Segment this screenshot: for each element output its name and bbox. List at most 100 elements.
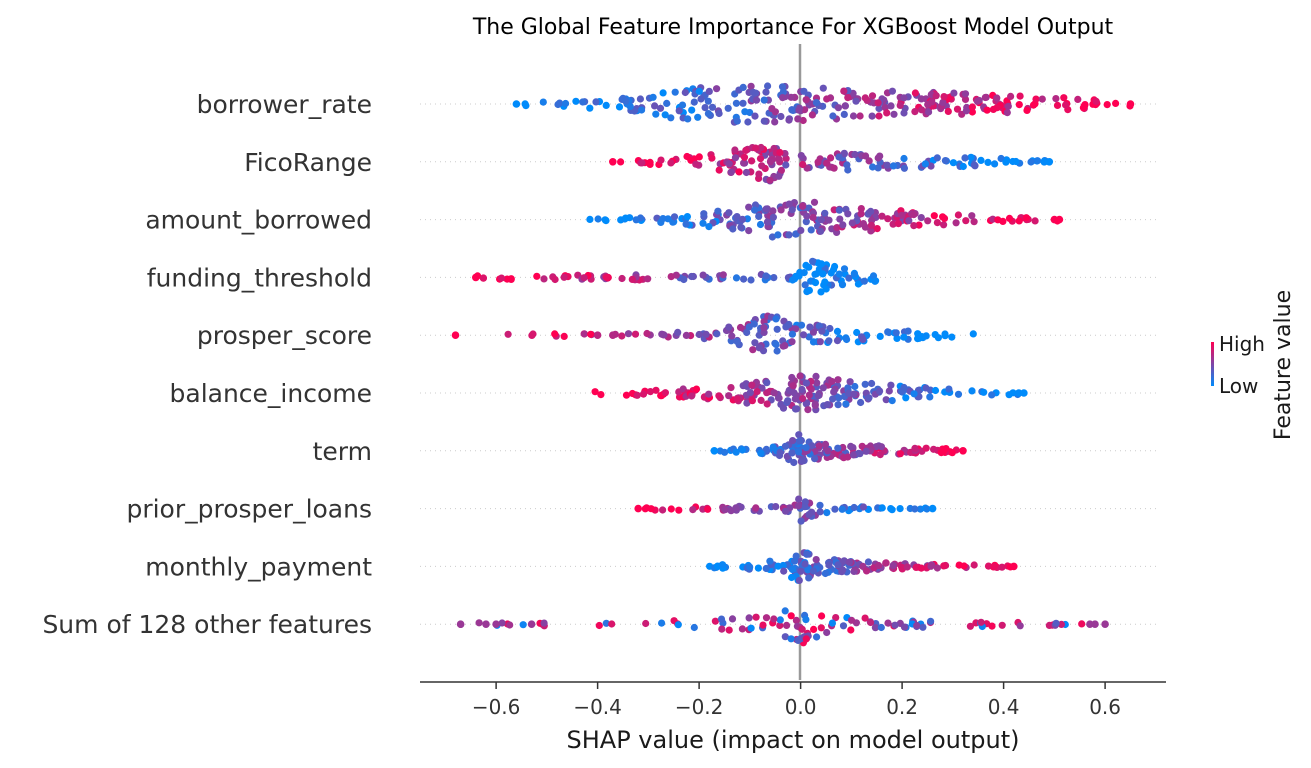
shap-point	[742, 146, 750, 154]
shap-point	[896, 101, 904, 109]
shap-point	[618, 274, 626, 283]
shap-point	[835, 153, 843, 161]
shap-point	[823, 159, 831, 167]
shap-point	[817, 260, 826, 268]
shap-point	[651, 102, 659, 110]
shap-point	[667, 114, 675, 122]
shap-point	[732, 274, 741, 282]
shap-point	[797, 226, 805, 234]
shap-point	[700, 210, 708, 218]
shap-point	[751, 112, 759, 120]
shap-point	[695, 87, 703, 95]
shap-point	[682, 220, 690, 228]
shap-point	[845, 558, 853, 566]
shap-point	[659, 215, 667, 223]
shap-point	[815, 442, 823, 450]
shap-point	[744, 118, 752, 126]
shap-point	[776, 616, 784, 624]
shap-point	[911, 108, 919, 116]
shap-point	[861, 614, 869, 622]
shap-point	[882, 396, 890, 404]
feature-label: prior_prosper_loans	[126, 495, 372, 524]
shap-point	[922, 444, 930, 452]
shap-point	[731, 146, 739, 154]
shap-point	[776, 448, 784, 457]
shap-outlier-point	[1091, 620, 1099, 628]
shap-point	[1092, 97, 1100, 105]
shap-point	[797, 567, 805, 575]
shap-point	[984, 562, 993, 570]
shap-point	[834, 104, 843, 112]
shap-point	[1060, 94, 1068, 102]
shap-point	[622, 214, 630, 222]
shap-point	[592, 98, 600, 106]
shap-point	[817, 288, 825, 296]
shap-point	[781, 342, 789, 350]
shap-point	[742, 168, 751, 177]
shap-point	[752, 89, 760, 97]
shap-point	[608, 620, 616, 628]
shap-point	[925, 108, 933, 116]
shap-point	[633, 391, 641, 399]
shap-point	[795, 495, 803, 503]
shap-point	[560, 273, 568, 281]
shap-point	[800, 87, 808, 95]
shap-point	[562, 99, 570, 108]
shap-point	[752, 96, 761, 104]
shap-point	[833, 337, 842, 345]
shap-point	[911, 505, 919, 513]
shap-point	[798, 385, 806, 394]
shap-point	[721, 506, 729, 514]
shap-point	[948, 333, 956, 341]
shap-point	[719, 271, 727, 279]
shap-point	[1007, 92, 1015, 100]
shap-point	[1022, 214, 1030, 222]
shap-point	[762, 205, 770, 213]
shap-point	[660, 331, 668, 339]
shap-point	[661, 389, 670, 397]
shap-point	[785, 200, 793, 208]
shap-point	[922, 384, 930, 392]
shap-point	[1052, 619, 1060, 627]
shap-point	[998, 621, 1006, 629]
shap-point	[692, 160, 700, 168]
shap-point	[910, 390, 918, 398]
shap-point	[878, 504, 886, 512]
shap-point	[785, 320, 793, 329]
shap-point	[695, 330, 703, 339]
shap-point	[772, 503, 780, 511]
shap-point	[756, 155, 765, 163]
shap-point	[948, 449, 956, 457]
shap-point	[738, 625, 747, 633]
shap-point	[781, 442, 790, 450]
shap-point	[802, 96, 810, 104]
shap-point	[758, 162, 766, 170]
shap-point	[902, 394, 910, 402]
shap-point	[762, 272, 770, 280]
shap-point	[1015, 217, 1023, 225]
shap-point	[687, 156, 695, 164]
shap-point	[773, 325, 781, 333]
shap-point	[844, 94, 852, 102]
shap-point	[900, 623, 909, 631]
shap-point	[732, 99, 741, 107]
shap-outlier-point	[1020, 389, 1028, 397]
shap-point	[671, 88, 679, 96]
shap-outlier-point	[482, 620, 490, 628]
shap-point	[850, 503, 858, 512]
shap-outlier-point	[609, 331, 617, 340]
shap-point	[657, 156, 665, 164]
shap-point	[852, 97, 860, 105]
shap-point	[821, 569, 830, 578]
shap-point	[819, 270, 827, 278]
shap-point	[913, 621, 921, 630]
shap-point	[675, 506, 683, 514]
shap-point	[889, 220, 897, 228]
shap-point	[788, 449, 796, 457]
shap-point	[733, 117, 741, 125]
shap-point	[854, 280, 863, 288]
shap-point	[811, 455, 819, 463]
shap-point	[789, 382, 797, 390]
shap-point	[692, 385, 701, 393]
shap-outlier-point	[1101, 620, 1109, 628]
